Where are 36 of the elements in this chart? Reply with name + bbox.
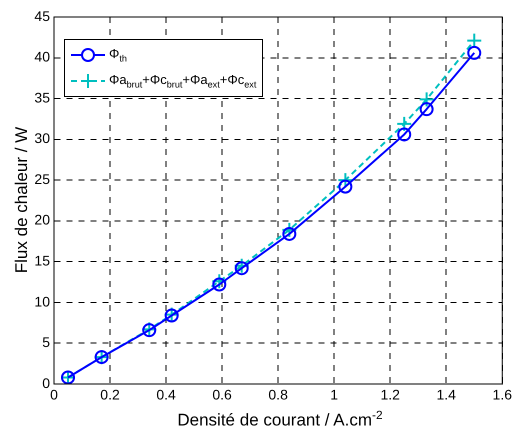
point bbox=[337, 172, 354, 188]
y-tick-label: 45 bbox=[34, 8, 50, 24]
point bbox=[397, 127, 412, 142]
y-tick-label: 5 bbox=[42, 334, 50, 350]
x-tick-label: 0.2 bbox=[100, 386, 120, 402]
point bbox=[282, 226, 296, 241]
point bbox=[211, 273, 228, 290]
y-tick-label: 35 bbox=[34, 89, 50, 106]
y-tick-label: 0 bbox=[42, 374, 50, 391]
x-tick-label: 1.2 bbox=[380, 386, 400, 402]
point bbox=[420, 102, 434, 116]
point bbox=[281, 222, 298, 238]
y-tick-label: 10 bbox=[34, 293, 50, 310]
point bbox=[212, 278, 226, 292]
point bbox=[466, 32, 482, 49]
legend-label: Φ$_{th}$ bbox=[109, 46, 127, 64]
x-tick-label: 1 bbox=[330, 386, 338, 402]
point bbox=[234, 261, 249, 276]
y-tick-label: 20 bbox=[34, 212, 50, 228]
x-tick-label: 0.8 bbox=[268, 386, 288, 402]
y-tick-label: 30 bbox=[34, 130, 50, 146]
x-axis-title: Densité de courant / A.cm$^{-2}$ bbox=[176, 408, 384, 431]
point bbox=[418, 91, 435, 108]
legend-label: Φa$_{brut}$+Φc$_{brut}$+Φa$_{ext}$+Φc$_{ext}$ bbox=[109, 72, 256, 90]
point bbox=[234, 258, 250, 274]
x-tick-label: 0.4 bbox=[156, 386, 176, 402]
point bbox=[338, 180, 352, 194]
y-tick-label: 25 bbox=[34, 170, 50, 187]
x-tick-label: 0.6 bbox=[212, 386, 232, 402]
point bbox=[396, 116, 412, 132]
y-tick-label: 15 bbox=[34, 252, 50, 269]
y-tick-label: 40 bbox=[34, 48, 50, 65]
y-axis-title: Flux de chaleur / W bbox=[12, 126, 32, 274]
point bbox=[467, 46, 482, 60]
x-tick-label: 1.6 bbox=[492, 386, 512, 402]
x-tick-label: 1.4 bbox=[436, 386, 456, 402]
